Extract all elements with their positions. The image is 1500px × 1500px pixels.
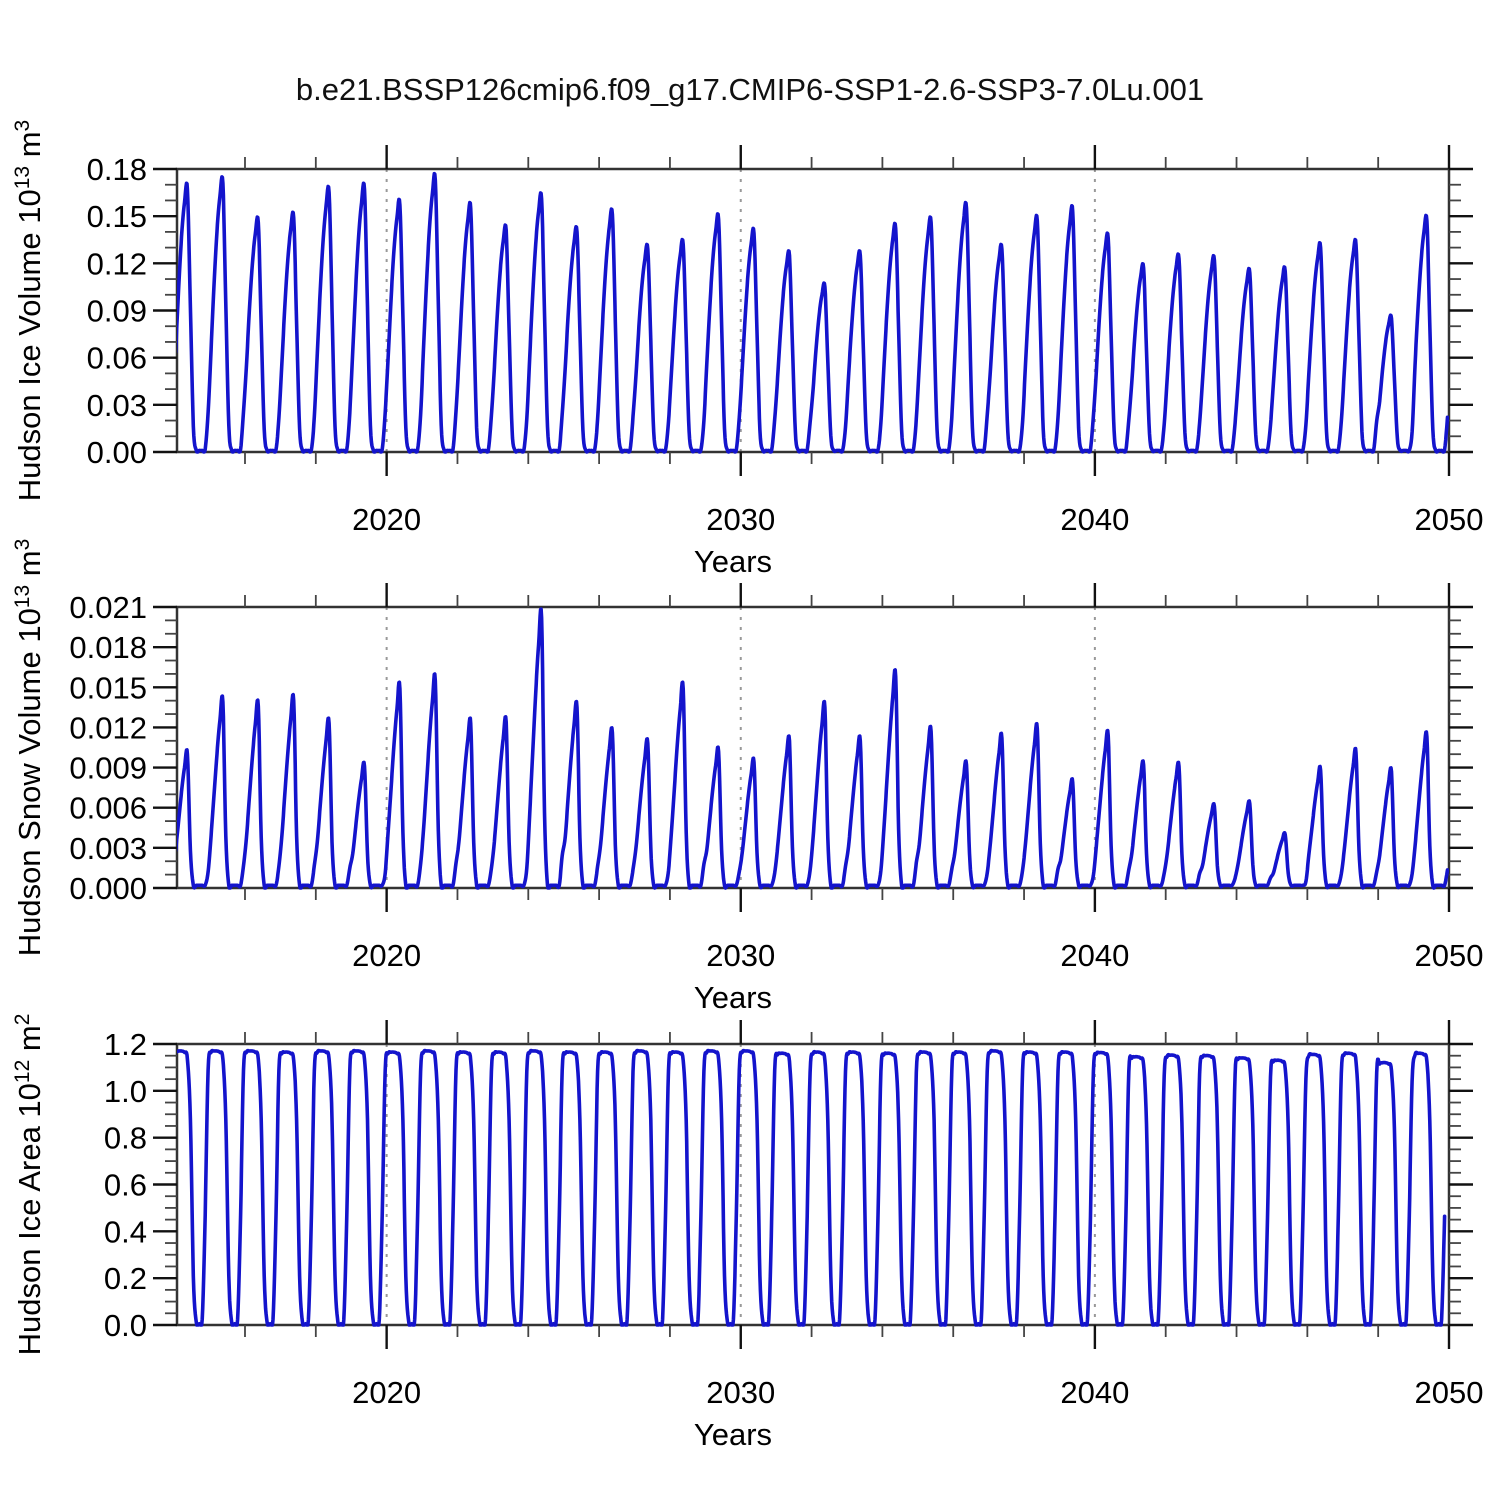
- y-tick-label: 0.012: [69, 710, 147, 745]
- y-tick-label: 0.000: [69, 871, 147, 906]
- y-axis-title: Hudson Ice Area 1012 m2: [11, 1014, 47, 1356]
- y-tick-label: 0.009: [69, 751, 147, 786]
- y-tick-label: 0.00: [87, 435, 147, 470]
- y-tick-label: 0.6: [104, 1168, 147, 1203]
- y-axis-title: Hudson Ice Volume 1013 m3: [11, 120, 47, 501]
- plot-frame: [175, 1042, 1451, 1327]
- x-tick-label: 2040: [1060, 938, 1129, 973]
- plot-frame: [175, 605, 1451, 890]
- y-tick-label: 0.18: [87, 152, 147, 187]
- y-tick-label: 0.09: [87, 294, 147, 329]
- series-line: [177, 1048, 1447, 1327]
- y-tick-label: 0.015: [69, 670, 147, 705]
- series-line: [177, 171, 1449, 454]
- x-tick-label: 2040: [1060, 1375, 1129, 1410]
- x-tick-label: 2020: [352, 1375, 421, 1410]
- figure-title: b.e21.BSSP126cmip6.f09_g17.CMIP6-SSP1-2.…: [295, 72, 1205, 107]
- x-tick-label: 2020: [352, 502, 421, 537]
- x-tick-label: 2030: [706, 1375, 775, 1410]
- y-tick-label: 1.0: [104, 1074, 147, 1109]
- x-tick-label: 2050: [1415, 938, 1484, 973]
- x-tick-label: 2030: [706, 938, 775, 973]
- y-tick-label: 0.021: [69, 590, 147, 625]
- x-axis-title: Years: [694, 980, 772, 1015]
- y-tick-label: 0.003: [69, 831, 147, 866]
- y-tick-label: 0.8: [104, 1121, 147, 1156]
- y-axis-title: Hudson Snow Volume 1013 m3: [11, 539, 47, 957]
- y-tick-label: 0.006: [69, 791, 147, 826]
- x-tick-label: 2030: [706, 502, 775, 537]
- y-tick-label: 0.12: [87, 246, 147, 281]
- y-tick-label: 0.15: [87, 199, 147, 234]
- x-tick-label: 2040: [1060, 502, 1129, 537]
- plot-frame: [175, 167, 1451, 454]
- y-tick-label: 1.2: [104, 1027, 147, 1062]
- x-axis-title: Years: [694, 1417, 772, 1452]
- y-tick-label: 0.03: [87, 388, 147, 423]
- x-tick-label: 2050: [1415, 502, 1484, 537]
- y-tick-label: 0.2: [104, 1261, 147, 1296]
- x-axis-title: Years: [694, 544, 772, 579]
- series-line: [177, 607, 1449, 890]
- y-tick-label: 0.4: [104, 1214, 147, 1249]
- x-tick-label: 2050: [1415, 1375, 1484, 1410]
- y-tick-label: 0.06: [87, 341, 147, 376]
- y-tick-label: 0.0: [104, 1308, 147, 1343]
- y-tick-label: 0.018: [69, 630, 147, 665]
- x-tick-label: 2020: [352, 938, 421, 973]
